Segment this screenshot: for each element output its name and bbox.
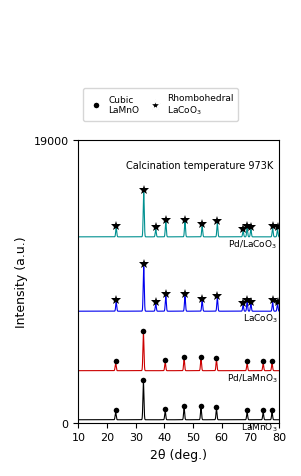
Text: LaCoO$_3$: LaCoO$_3$ [243,312,278,325]
X-axis label: 2θ (deg.): 2θ (deg.) [150,448,207,461]
Legend: Cubic
LaMnO, Rhombohedral
LaCoO$_3$: Cubic LaMnO, Rhombohedral LaCoO$_3$ [83,89,238,121]
Text: Calcination temperature 973K: Calcination temperature 973K [126,160,273,170]
Text: LaMnO$_3$: LaMnO$_3$ [241,420,278,433]
Y-axis label: Intensity (a.u.): Intensity (a.u.) [15,236,28,327]
Text: Pd/LaMnO$_3$: Pd/LaMnO$_3$ [227,371,278,384]
Text: Pd/LaCoO$_3$: Pd/LaCoO$_3$ [228,238,278,250]
